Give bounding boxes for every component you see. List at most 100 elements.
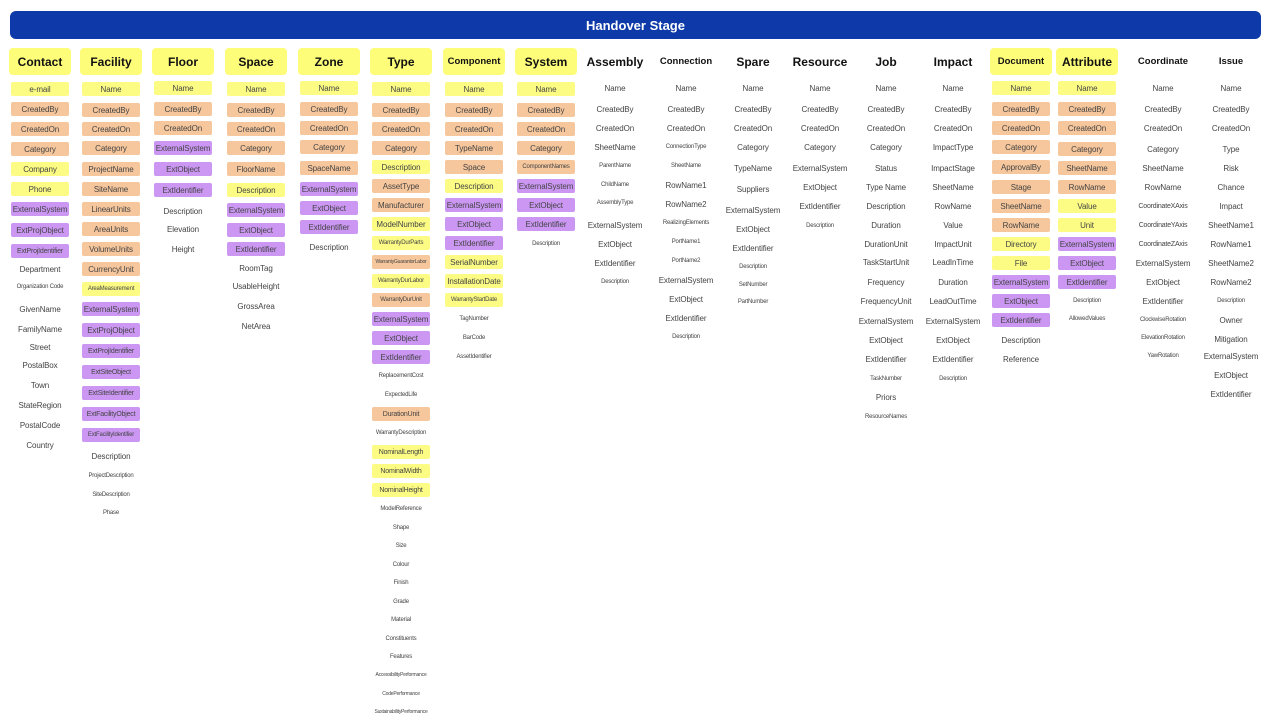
column-header-zone: Zone — [298, 48, 360, 75]
field-issue-sheetname1: SheetName1 — [1208, 220, 1254, 230]
field-contact-company: Company — [11, 162, 69, 176]
column-header-impact: Impact — [933, 54, 973, 69]
field-issue-risk: Risk — [1223, 163, 1239, 173]
field-impact-duration: Duration — [938, 277, 968, 287]
field-component-barcode: BarCode — [462, 335, 486, 341]
field-coordinate-coordinateyaxis: CoordinateYAxis — [1138, 221, 1188, 229]
field-resource-extobject: ExtObject — [803, 182, 837, 192]
field-connection-sheetname: SheetName — [671, 163, 701, 169]
field-zone-createdby: CreatedBy — [300, 102, 358, 116]
field-space-usableheight: UsableHeight — [232, 281, 280, 291]
field-type-warrantydurlabor: WarrantyDurLabor — [372, 274, 430, 288]
field-type-material: Material — [391, 617, 411, 623]
field-facility-projectname: ProjectName — [82, 162, 140, 176]
field-facility-extsiteidentifier: ExtSiteIdentifier — [82, 386, 140, 400]
field-component-assetidentifier: AssetIdentifier — [456, 354, 492, 360]
field-spare-extidentifier: ExtIdentifier — [732, 243, 774, 253]
field-coordinate-clockwiserotation: ClockwiseRotation — [1140, 317, 1186, 323]
field-type-codeperformance: CodePerformance — [382, 691, 420, 697]
field-issue-externalsystem: ExternalSystem — [1203, 351, 1259, 361]
field-component-tagnumber: TagNumber — [459, 316, 489, 322]
field-impact-description: Description — [939, 376, 967, 382]
column-header-floor: Floor — [152, 48, 214, 75]
field-space-grossarea: GrossArea — [237, 301, 275, 311]
field-issue-owner: Owner — [1219, 315, 1243, 325]
field-floor-createdby: CreatedBy — [154, 102, 212, 116]
field-document-reference: Reference — [1002, 354, 1039, 364]
field-coordinate-rowname: RowName — [1144, 182, 1182, 192]
field-system-category: Category — [517, 141, 575, 155]
field-space-description: Description — [227, 183, 285, 197]
field-component-serialnumber: SerialNumber — [445, 255, 503, 269]
field-facility-category: Category — [82, 141, 140, 155]
field-impact-sheetname: SheetName — [932, 182, 974, 192]
field-resource-description: Description — [806, 223, 834, 229]
column-header-facility: Facility — [80, 48, 142, 75]
field-assembly-sheetname: SheetName — [594, 142, 636, 152]
field-attribute-name: Name — [1058, 81, 1116, 95]
field-facility-sitedescription: SiteDescription — [92, 492, 130, 498]
field-type-category: Category — [372, 141, 430, 155]
field-system-description: Description — [532, 241, 560, 247]
field-contact-createdon: CreatedOn — [11, 122, 69, 136]
handover-stage-banner: Handover Stage — [10, 11, 1261, 39]
field-contact-familyname: FamilyName — [18, 324, 62, 334]
field-facility-extfacilityobject: ExtFacilityObject — [82, 407, 140, 421]
field-issue-mitigation: Mitigation — [1214, 334, 1248, 344]
field-issue-impact: Impact — [1219, 201, 1243, 211]
field-contact-town: Town — [30, 380, 50, 390]
field-document-sheetname: SheetName — [992, 199, 1050, 213]
field-type-modelnumber: ModelNumber — [372, 217, 430, 231]
field-contact-createdby: CreatedBy — [11, 102, 69, 116]
field-facility-extprojobject: ExtProjObject — [82, 323, 140, 337]
field-type-grade: Grade — [393, 599, 409, 605]
field-job-taskstartunit: TaskStartUnit — [862, 257, 910, 267]
field-floor-externalsystem: ExternalSystem — [154, 141, 212, 155]
field-connection-name: Name — [675, 83, 697, 93]
field-issue-extobject: ExtObject — [1214, 370, 1248, 380]
column-header-connection: Connection — [659, 56, 713, 67]
field-contact-e-mail: e-mail — [11, 82, 69, 96]
field-type-nominalwidth: NominalWidth — [372, 464, 430, 478]
field-issue-extidentifier: ExtIdentifier — [1210, 389, 1252, 399]
field-impact-rowname: RowName — [934, 201, 972, 211]
field-document-category: Category — [992, 140, 1050, 154]
field-attribute-sheetname: SheetName — [1058, 161, 1116, 175]
field-space-netarea: NetArea — [241, 321, 271, 331]
column-header-job: Job — [875, 54, 897, 69]
field-document-name: Name — [992, 81, 1050, 95]
field-contact-postalcode: PostalCode — [19, 420, 61, 430]
field-component-createdby: CreatedBy — [445, 103, 503, 117]
field-job-frequency: Frequency — [867, 277, 905, 287]
field-issue-chance: Chance — [1217, 182, 1245, 192]
field-document-stage: Stage — [992, 180, 1050, 194]
field-resource-createdby: CreatedBy — [801, 104, 839, 114]
column-header-document: Document — [990, 48, 1052, 75]
field-system-createdby: CreatedBy — [517, 103, 575, 117]
field-impact-externalsystem: ExternalSystem — [925, 316, 981, 326]
column-header-component: Component — [443, 48, 505, 75]
field-type-replacementcost: ReplacementCost — [378, 373, 424, 379]
field-component-extobject: ExtObject — [445, 217, 503, 231]
field-space-roomtag: RoomTag — [239, 263, 273, 273]
field-type-warrantydurparts: WarrantyDurParts — [372, 236, 430, 250]
field-facility-createdon: CreatedOn — [82, 122, 140, 136]
field-contact-postalbox: PostalBox — [22, 360, 58, 370]
field-connection-extobject: ExtObject — [669, 294, 703, 304]
field-issue-createdby: CreatedBy — [1212, 104, 1250, 114]
field-system-externalsystem: ExternalSystem — [517, 179, 575, 193]
field-job-createdby: CreatedBy — [867, 104, 905, 114]
field-space-category: Category — [227, 141, 285, 155]
field-coordinate-sheetname: SheetName — [1142, 163, 1184, 173]
column-header-space: Space — [225, 48, 287, 75]
field-component-extidentifier: ExtIdentifier — [445, 236, 503, 250]
field-issue-type: Type — [1222, 144, 1240, 154]
field-floor-elevation: Elevation — [166, 224, 199, 234]
field-facility-extprojidentifier: ExtProjIdentifier — [82, 344, 140, 358]
field-assembly-childname: ChildName — [601, 182, 629, 188]
column-header-coordinate: Coordinate — [1137, 56, 1189, 67]
field-spare-extobject: ExtObject — [736, 224, 770, 234]
field-coordinate-yawrotation: YawRotation — [1147, 353, 1179, 359]
field-spare-category: Category — [737, 142, 769, 152]
field-type-sustainabilityperformance: SustainabilityPerformance — [374, 709, 428, 715]
